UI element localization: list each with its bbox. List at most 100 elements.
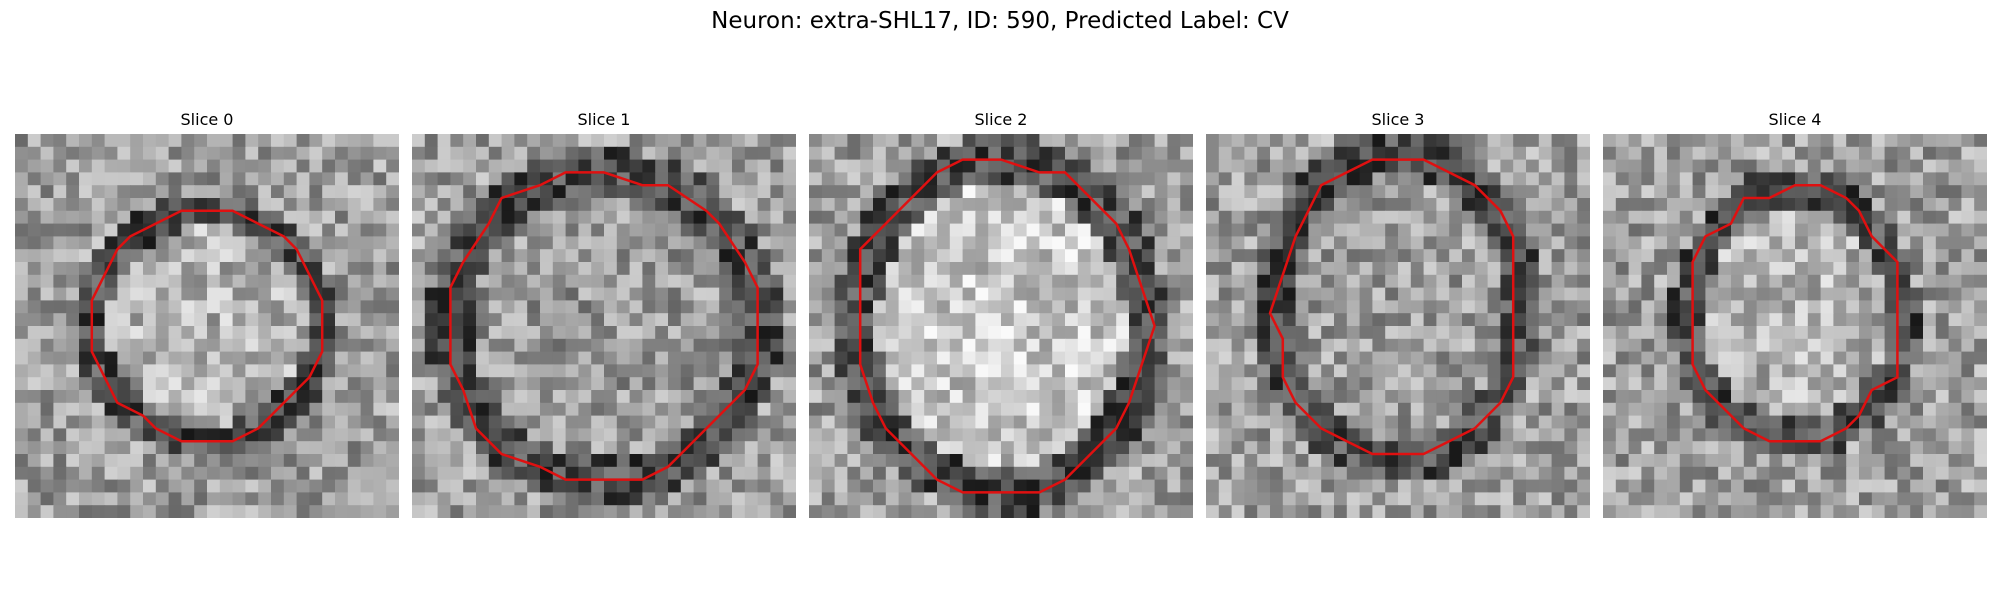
pixel-cell bbox=[898, 454, 912, 468]
pixel-cell bbox=[386, 428, 399, 442]
pixel-cell bbox=[1487, 479, 1501, 493]
pixel-cell bbox=[143, 441, 157, 455]
pixel-cell bbox=[1654, 300, 1668, 314]
pixel-cell bbox=[629, 505, 643, 518]
pixel-cell bbox=[1513, 236, 1527, 250]
pixel-cell bbox=[1001, 402, 1015, 417]
pixel-cell bbox=[91, 313, 106, 327]
pixel-cell bbox=[1538, 146, 1553, 161]
pixel-cell bbox=[53, 198, 67, 212]
pixel-cell bbox=[1564, 313, 1578, 327]
pixel-cell bbox=[450, 492, 464, 506]
pixel-cell bbox=[143, 262, 157, 276]
pixel-cell bbox=[1692, 428, 1706, 442]
pixel-cell bbox=[937, 390, 951, 404]
pixel-cell bbox=[821, 300, 836, 314]
pixel-cell bbox=[1346, 492, 1361, 506]
pixel-cell bbox=[1295, 479, 1309, 493]
pixel-cell bbox=[1756, 377, 1770, 391]
pixel-cell bbox=[783, 185, 796, 199]
pixel-cell bbox=[1257, 377, 1271, 391]
pixel-cell bbox=[1423, 390, 1437, 404]
pixel-cell bbox=[1372, 390, 1386, 404]
pixel-cell bbox=[565, 377, 579, 391]
pixel-cell bbox=[1500, 454, 1514, 468]
pixel-cell bbox=[1884, 236, 1898, 250]
pixel-cell bbox=[373, 415, 387, 429]
pixel-cell bbox=[1206, 441, 1220, 455]
pixel-cell bbox=[1961, 479, 1975, 493]
pixel-cell bbox=[412, 377, 426, 391]
pixel-cell bbox=[1807, 236, 1822, 250]
slice-title: Slice 3 bbox=[1371, 110, 1425, 129]
pixel-cell bbox=[181, 262, 195, 276]
pixel-cell bbox=[1026, 134, 1040, 148]
pixel-cell bbox=[117, 262, 131, 276]
pixel-cell bbox=[322, 146, 336, 161]
pixel-cell bbox=[770, 262, 784, 276]
pixel-cell bbox=[27, 287, 42, 301]
pixel-cell bbox=[834, 287, 848, 301]
pixel-cell bbox=[130, 505, 144, 518]
pixel-cell bbox=[552, 351, 567, 365]
pixel-cell bbox=[860, 185, 874, 199]
pixel-cell bbox=[757, 338, 771, 353]
pixel-cell bbox=[924, 262, 938, 276]
pixel-cell bbox=[873, 505, 887, 518]
pixel-cell bbox=[1436, 466, 1450, 481]
pixel-cell bbox=[1462, 236, 1476, 250]
pixel-cell bbox=[1551, 441, 1565, 455]
pixel-cell bbox=[565, 287, 579, 301]
pixel-cell bbox=[130, 479, 144, 493]
pixel-cell bbox=[1667, 185, 1681, 199]
pixel-cell bbox=[40, 351, 54, 365]
pixel-cell bbox=[1001, 441, 1015, 455]
pixel-cell bbox=[232, 159, 246, 173]
pixel-cell bbox=[360, 249, 374, 263]
pixel-cell bbox=[476, 198, 490, 212]
pixel-cell bbox=[591, 146, 605, 161]
pixel-cell bbox=[1308, 146, 1322, 161]
pixel-cell bbox=[271, 454, 285, 468]
pixel-cell bbox=[1013, 223, 1028, 237]
pixel-cell bbox=[296, 351, 310, 365]
pixel-cell bbox=[194, 262, 208, 276]
pixel-cell bbox=[1359, 300, 1373, 314]
pixel-cell bbox=[1385, 146, 1399, 161]
pixel-cell bbox=[1628, 146, 1642, 161]
pixel-cell bbox=[1667, 236, 1681, 250]
pixel-cell bbox=[1705, 479, 1719, 493]
pixel-cell bbox=[1116, 492, 1130, 506]
pixel-cell bbox=[1282, 172, 1297, 186]
pixel-cell bbox=[117, 198, 131, 212]
pixel-cell bbox=[476, 415, 490, 429]
pixel-cell bbox=[271, 505, 285, 518]
pixel-cell bbox=[53, 313, 67, 327]
pixel-cell bbox=[1667, 505, 1681, 518]
pixel-cell bbox=[258, 364, 272, 378]
pixel-cell bbox=[629, 198, 643, 212]
pixel-cell bbox=[1077, 377, 1092, 391]
pixel-cell bbox=[1961, 185, 1975, 199]
pixel-cell bbox=[488, 390, 503, 404]
pixel-cell bbox=[1564, 390, 1578, 404]
pixel-cell bbox=[1871, 185, 1886, 199]
pixel-cell bbox=[1001, 223, 1015, 237]
pixel-cell bbox=[821, 198, 836, 212]
pixel-cell bbox=[1398, 364, 1412, 378]
pixel-cell bbox=[488, 287, 503, 301]
pixel-cell bbox=[1603, 262, 1617, 276]
pixel-cell bbox=[155, 402, 170, 417]
pixel-cell bbox=[1935, 249, 1950, 263]
pixel-cell bbox=[1833, 223, 1847, 237]
pixel-cell bbox=[744, 210, 759, 225]
pixel-cell bbox=[1372, 479, 1386, 493]
pixel-cell bbox=[1679, 223, 1694, 237]
pixel-cell bbox=[1398, 236, 1412, 250]
pixel-cell bbox=[1743, 274, 1758, 289]
pixel-cell bbox=[1359, 466, 1373, 481]
pixel-cell bbox=[412, 134, 426, 148]
pixel-cell bbox=[1897, 287, 1911, 301]
pixel-cell bbox=[898, 377, 912, 391]
pixel-cell bbox=[1756, 326, 1770, 340]
